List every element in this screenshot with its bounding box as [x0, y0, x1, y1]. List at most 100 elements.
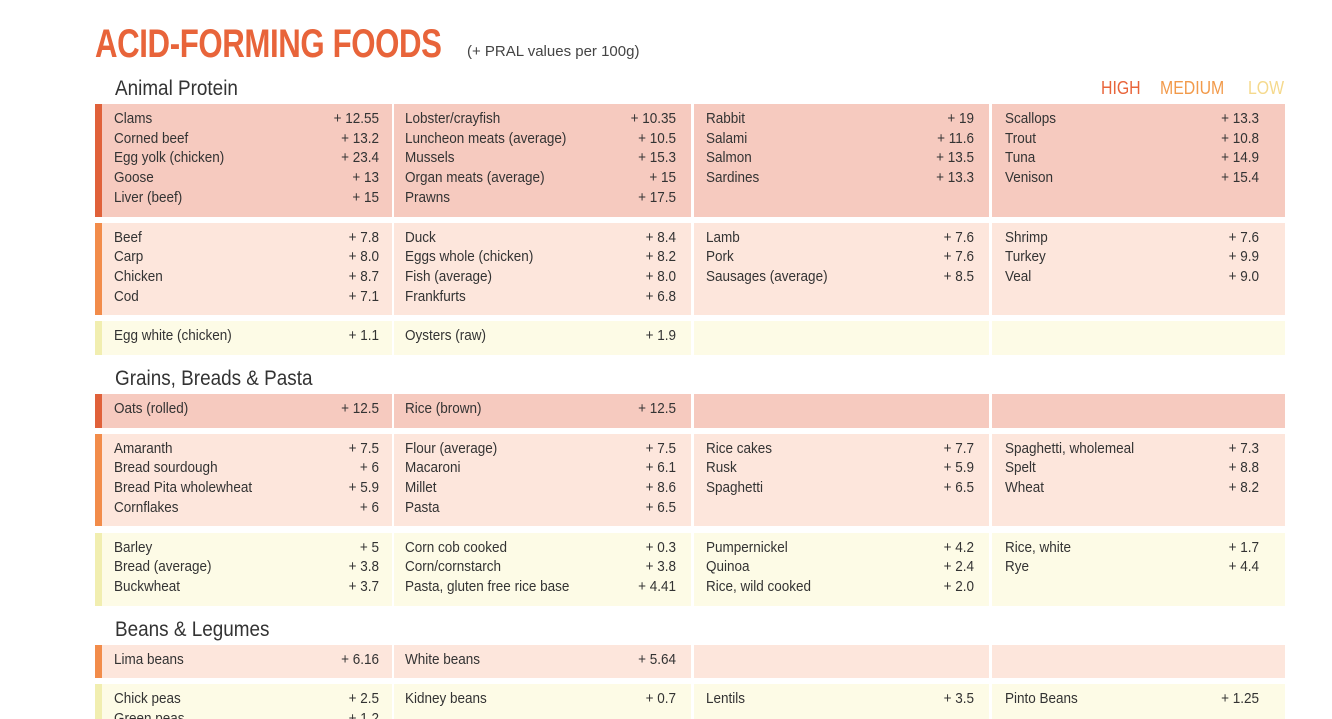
level-bar	[95, 104, 102, 217]
cell	[102, 532, 392, 606]
food-name: Bread (average)	[114, 558, 212, 576]
pral-value: + 1.25	[1221, 690, 1259, 708]
cell	[992, 433, 1285, 527]
section-heading: Beans & Legumes	[115, 617, 270, 641]
food-name: Veal	[1005, 267, 1032, 285]
pral-value: + 8.7	[348, 267, 379, 285]
food-name: Venison	[1005, 169, 1054, 187]
food-name: Trout	[1005, 129, 1037, 147]
pral-value: + 14.9	[1221, 149, 1259, 167]
pral-value: + 1.9	[645, 327, 676, 345]
cell	[394, 644, 691, 679]
food-name: Cod	[114, 287, 139, 305]
cell	[102, 433, 392, 527]
food-name: Lentils	[706, 690, 746, 708]
legend-low: LOW	[1248, 78, 1285, 98]
pral-value: + 12.55	[333, 110, 379, 127]
food-name: Corn cob cooked	[405, 538, 508, 556]
food-name: Rabbit	[706, 110, 746, 127]
pral-value: + 6	[359, 459, 379, 477]
food-name: Barley	[114, 538, 153, 556]
food-name: Lima beans	[114, 650, 184, 668]
food-name: Amaranth	[114, 439, 173, 457]
cell	[992, 532, 1285, 606]
cell	[992, 644, 1285, 679]
pral-value: + 8.2	[1228, 479, 1259, 497]
level-bar	[95, 394, 102, 428]
section-heading: Animal Protein	[115, 77, 238, 100]
level-bar	[95, 684, 102, 719]
pral-value: + 6.16	[341, 650, 379, 668]
pral-value: + 15	[649, 169, 676, 187]
pral-value: + 15.3	[638, 149, 676, 167]
pral-value: + 7.5	[348, 439, 379, 457]
pral-value: + 3.5	[943, 690, 974, 708]
food-name: Pumpernickel	[706, 538, 788, 556]
food-name: Lobster/crayfish	[405, 110, 501, 127]
food-name: Egg white (chicken)	[114, 327, 232, 345]
pral-value: + 5.9	[943, 459, 974, 477]
pral-value: + 8.0	[645, 267, 676, 285]
food-name: Rice, wild cooked	[706, 577, 812, 595]
food-name: Spaghetti	[706, 479, 764, 497]
cell	[694, 104, 989, 217]
food-name: Chicken	[114, 267, 163, 285]
page-title: ACID-FORMING FOODS	[95, 22, 442, 66]
pral-value: + 8.8	[1228, 459, 1259, 477]
food-name: Frankfurts	[405, 287, 466, 305]
food-name: Tuna	[1005, 149, 1036, 167]
cell	[694, 532, 989, 606]
food-name: Sausages (average)	[706, 267, 828, 285]
legend-medium: MEDIUM	[1160, 78, 1225, 98]
pral-value: + 7.7	[943, 439, 974, 457]
food-name: Prawns	[405, 188, 451, 206]
pral-value: + 9.0	[1228, 267, 1259, 285]
pral-value: + 6.8	[645, 287, 676, 305]
cell	[102, 222, 392, 316]
pral-value: + 13.5	[936, 149, 974, 167]
food-name: Pork	[706, 248, 734, 266]
pral-value: + 9.9	[1228, 248, 1259, 266]
cell	[992, 104, 1285, 217]
legend-high: HIGH	[1101, 78, 1141, 98]
pral-value: + 6	[359, 498, 379, 516]
pral-value: + 13.3	[1221, 110, 1259, 127]
food-name: Shrimp	[1005, 228, 1048, 246]
food-name: Spelt	[1005, 459, 1036, 477]
food-name: Cornflakes	[114, 498, 179, 516]
cell	[694, 321, 989, 355]
food-name: Rice, white	[1005, 538, 1072, 556]
pral-value: + 12.5	[638, 400, 676, 417]
food-name: Green peas	[114, 710, 185, 719]
pral-value: + 4.4	[1228, 558, 1259, 576]
food-name: Corned beef	[114, 129, 189, 147]
cell	[102, 684, 392, 719]
cell	[694, 684, 989, 719]
food-name: Salmon	[706, 149, 752, 167]
cell	[102, 394, 392, 428]
cell	[992, 394, 1285, 428]
pral-value: + 5.9	[348, 479, 379, 497]
food-name: Mussels	[405, 149, 455, 167]
pral-value: + 11.6	[937, 129, 974, 147]
level-bar	[95, 321, 102, 355]
food-name: Rice cakes	[706, 439, 773, 457]
pral-value: + 1.1	[348, 327, 379, 345]
cell	[992, 684, 1285, 719]
food-name: Flour (average)	[405, 439, 498, 457]
pral-value: + 3.8	[348, 558, 379, 576]
pral-value: + 0.3	[645, 538, 676, 556]
food-name: Goose	[114, 169, 154, 187]
food-name: Scallops	[1005, 110, 1057, 127]
food-name: Kidney beans	[405, 690, 487, 708]
cell	[992, 222, 1285, 316]
pral-value: + 7.6	[943, 228, 974, 246]
cell	[394, 684, 691, 719]
pral-value: + 7.6	[943, 248, 974, 266]
pral-value: + 17.5	[638, 188, 676, 206]
pral-value: + 15.4	[1221, 169, 1259, 187]
food-name: Spaghetti, wholemeal	[1005, 439, 1135, 457]
cell	[394, 321, 691, 355]
cell	[102, 321, 392, 355]
